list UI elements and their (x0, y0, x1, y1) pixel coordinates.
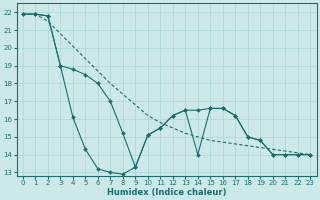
X-axis label: Humidex (Indice chaleur): Humidex (Indice chaleur) (107, 188, 226, 197)
